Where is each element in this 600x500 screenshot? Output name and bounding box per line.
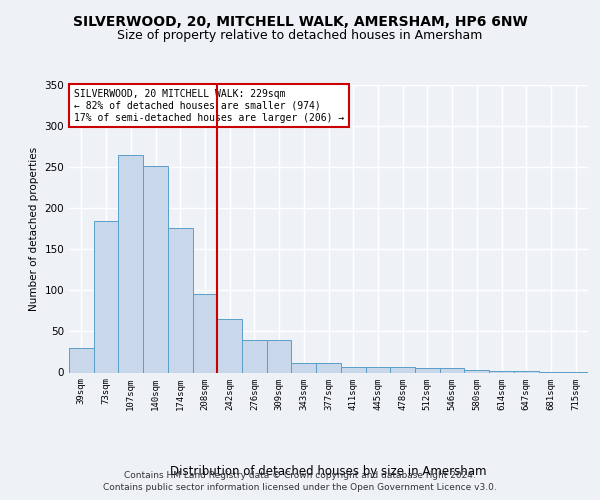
Bar: [143, 166, 168, 372]
Bar: [464, 370, 489, 372]
Bar: [316, 364, 341, 372]
Bar: [242, 340, 267, 372]
Bar: [292, 364, 316, 372]
Bar: [69, 348, 94, 372]
X-axis label: Distribution of detached houses by size in Amersham: Distribution of detached houses by size …: [170, 465, 487, 478]
Bar: [489, 371, 514, 372]
Bar: [415, 368, 440, 372]
Bar: [341, 367, 365, 372]
Bar: [217, 319, 242, 372]
Y-axis label: Number of detached properties: Number of detached properties: [29, 146, 39, 311]
Text: SILVERWOOD, 20 MITCHELL WALK: 229sqm
← 82% of detached houses are smaller (974)
: SILVERWOOD, 20 MITCHELL WALK: 229sqm ← 8…: [74, 90, 344, 122]
Bar: [168, 228, 193, 372]
Bar: [267, 340, 292, 372]
Bar: [193, 294, 217, 372]
Text: SILVERWOOD, 20, MITCHELL WALK, AMERSHAM, HP6 6NW: SILVERWOOD, 20, MITCHELL WALK, AMERSHAM,…: [73, 16, 527, 30]
Text: Contains public sector information licensed under the Open Government Licence v3: Contains public sector information licen…: [103, 483, 497, 492]
Bar: [514, 371, 539, 372]
Bar: [94, 220, 118, 372]
Bar: [390, 367, 415, 372]
Bar: [440, 368, 464, 372]
Text: Size of property relative to detached houses in Amersham: Size of property relative to detached ho…: [118, 28, 482, 42]
Text: Contains HM Land Registry data © Crown copyright and database right 2024.: Contains HM Land Registry data © Crown c…: [124, 472, 476, 480]
Bar: [118, 155, 143, 372]
Bar: [365, 367, 390, 372]
